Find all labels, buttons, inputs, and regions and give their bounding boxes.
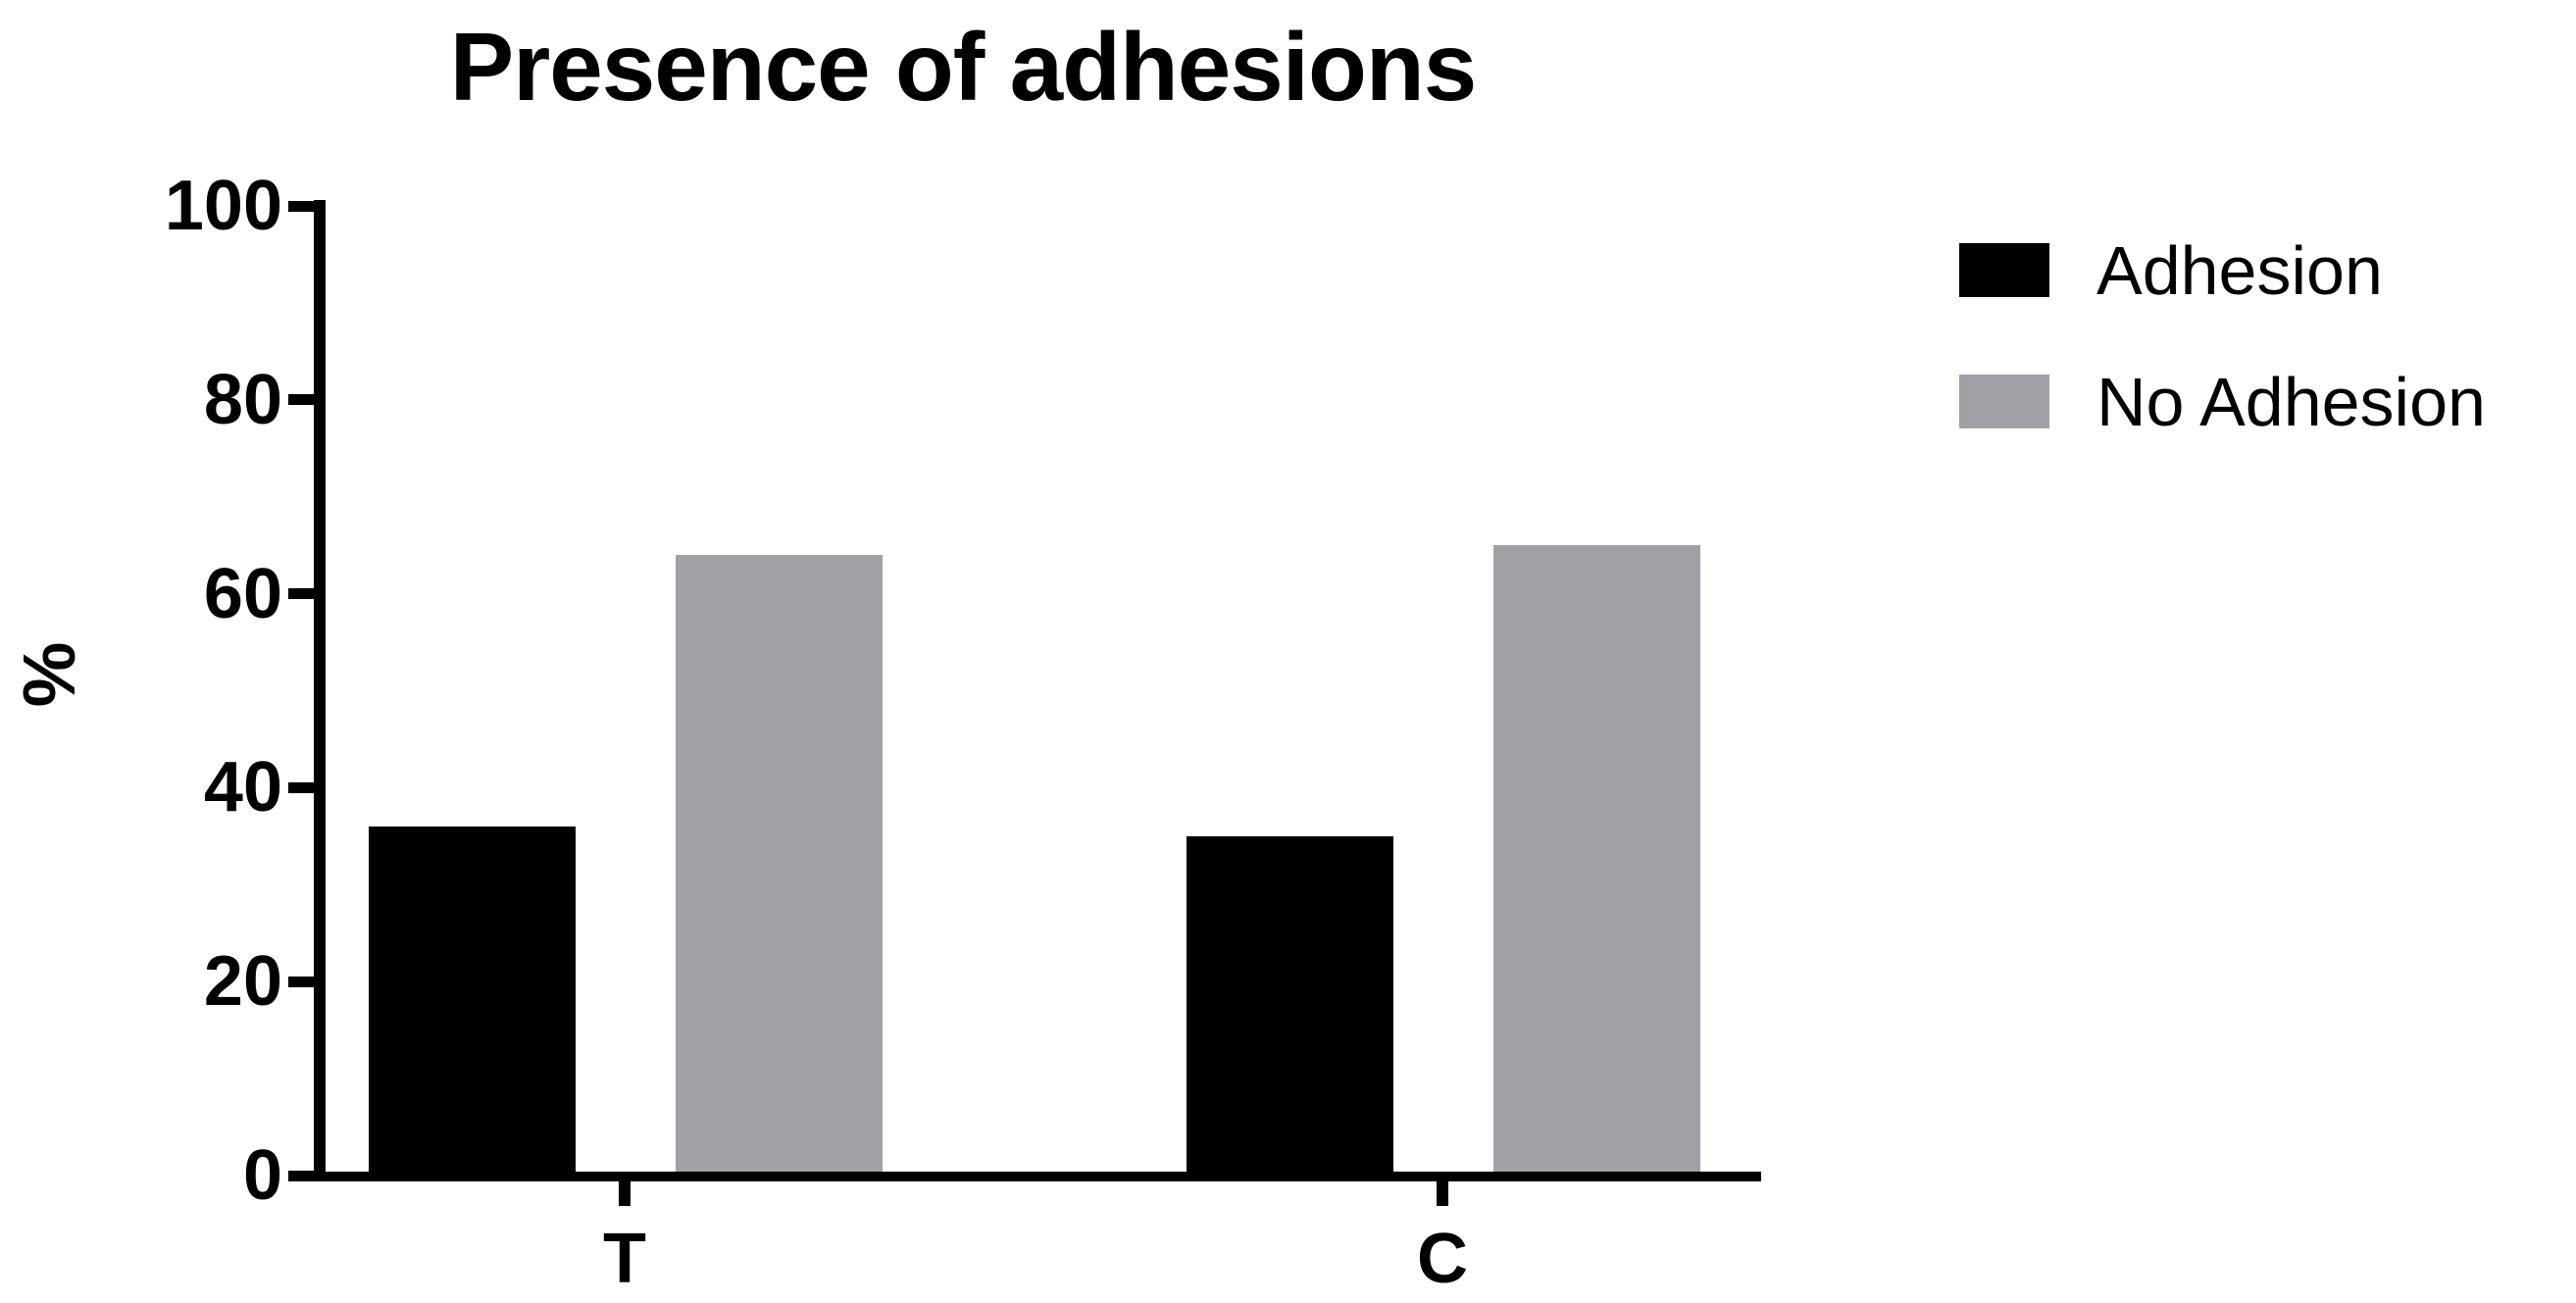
x-axis-line — [314, 1172, 1761, 1181]
x-category-label-t: T — [603, 1220, 646, 1298]
bar-c-no-adhesion — [1493, 545, 1700, 1176]
x-tick-t — [619, 1181, 631, 1206]
y-tick-0 — [288, 1170, 314, 1181]
y-tick-100 — [288, 200, 314, 212]
y-tick-label-0: 0 — [242, 1136, 282, 1215]
y-tick-20 — [288, 976, 314, 987]
y-tick-label-20: 20 — [203, 942, 282, 1022]
legend-swatch-no-adhesion — [1959, 375, 2049, 428]
y-tick-60 — [288, 588, 314, 600]
y-tick-80 — [288, 394, 314, 406]
y-tick-label-60: 60 — [203, 554, 282, 633]
y-tick-label-100: 100 — [164, 167, 282, 245]
legend-label-no-adhesion: No Adhesion — [2096, 363, 2486, 440]
chart-title: Presence of adhesions — [449, 13, 1478, 121]
legend-label-adhesion: Adhesion — [2096, 231, 2383, 309]
legend-swatch-adhesion — [1959, 243, 2049, 297]
x-category-label-c: C — [1417, 1220, 1468, 1298]
y-tick-40 — [288, 781, 314, 793]
bar-t-adhesion — [369, 826, 576, 1176]
y-axis-line — [314, 200, 326, 1181]
y-tick-label-40: 40 — [203, 748, 282, 827]
x-tick-c — [1437, 1181, 1448, 1206]
bar-c-adhesion — [1187, 835, 1393, 1176]
y-tick-label-80: 80 — [203, 360, 282, 439]
bar-t-no-adhesion — [676, 555, 883, 1176]
